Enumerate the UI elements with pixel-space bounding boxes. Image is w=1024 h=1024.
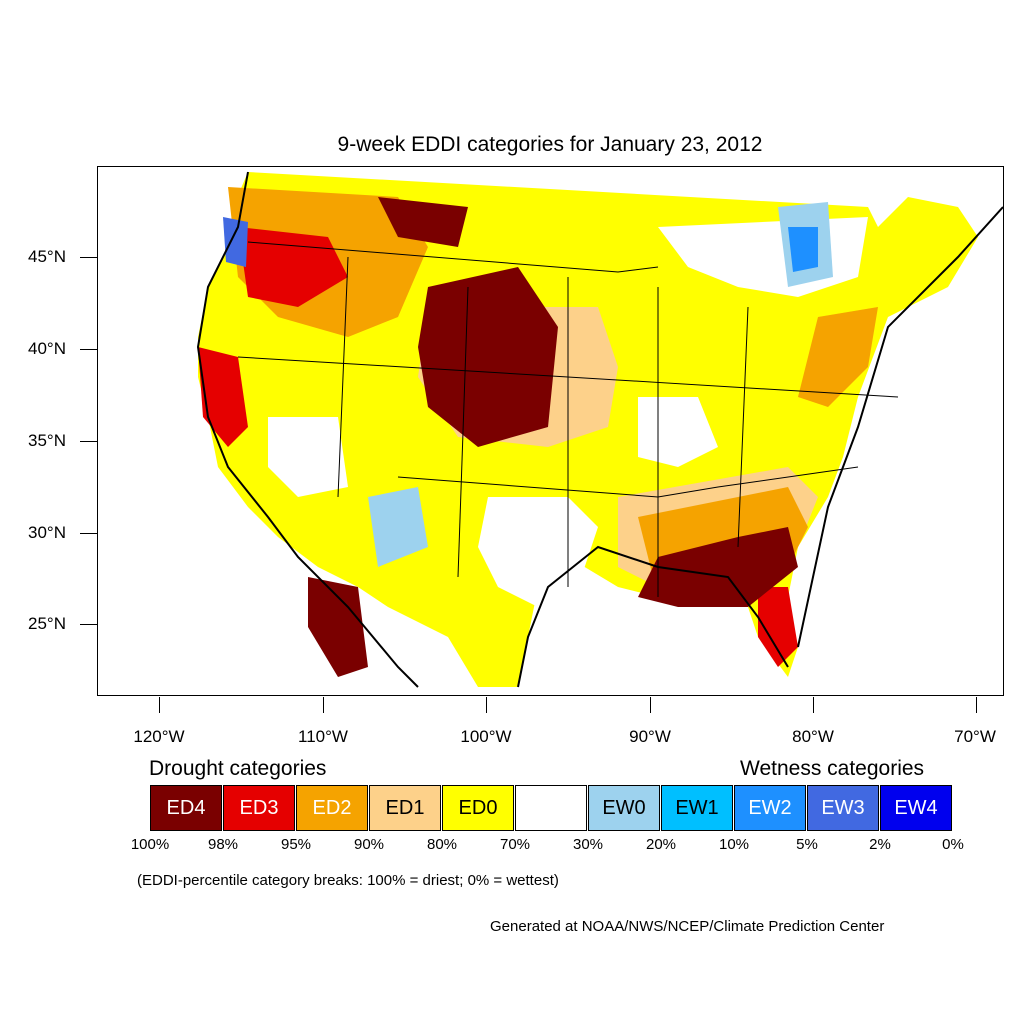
lon-label-80: 80°W	[792, 727, 834, 746]
legend-break-label: 70%	[499, 836, 531, 853]
white-area-west	[268, 417, 348, 497]
boundary-lines	[237, 241, 899, 597]
ed2-region-east	[798, 307, 878, 407]
lat-tick-35	[80, 441, 97, 442]
credit-line: Generated at NOAA/NWS/NCEP/Climate Predi…	[490, 918, 885, 935]
lat-label-40: 40°N	[28, 339, 66, 358]
lat-tick-45	[80, 257, 97, 258]
lon-label-70: 70°W	[954, 727, 996, 746]
legend-break-label: 100%	[130, 836, 170, 853]
lat-label-45: 45°N	[28, 247, 66, 266]
lat-label-25: 25°N	[28, 614, 66, 633]
ed4-region-southeast	[638, 527, 798, 607]
legend-break-label: 5%	[796, 836, 818, 853]
lon-tick-100	[486, 697, 487, 713]
ed4-region-mexico	[308, 577, 368, 677]
lat-tick-40	[80, 349, 97, 350]
wetness-categories-title: Wetness categories	[740, 757, 925, 780]
legend-break-label: 90%	[353, 836, 385, 853]
lat-tick-25	[80, 624, 97, 625]
legend-swatch-ew4: EW4	[880, 785, 952, 831]
legend-swatch-ew3: EW3	[807, 785, 879, 831]
map-panel	[97, 166, 1004, 696]
legend-swatch-normal	[515, 785, 587, 831]
lon-tick-110	[323, 697, 324, 713]
ed3-region-northwest	[238, 227, 348, 307]
legend-break-label: 10%	[718, 836, 750, 853]
category-note: (EDDI-percentile category breaks: 100% =…	[137, 872, 559, 889]
ew1-region-ontario	[788, 227, 818, 272]
ed4-region-central	[418, 267, 558, 447]
legend-swatch-ed3: ED3	[223, 785, 295, 831]
ed3-region-florida	[758, 587, 798, 667]
legend-break-label: 80%	[426, 836, 458, 853]
legend-swatch-ed0: ED0	[442, 785, 514, 831]
lon-label-120: 120°W	[133, 727, 185, 746]
legend-break-label: 30%	[572, 836, 604, 853]
drought-categories-title: Drought categories	[149, 757, 327, 780]
legend-swatch-ew1: EW1	[661, 785, 733, 831]
eddi-map	[196, 171, 1003, 688]
coastline	[196, 171, 1003, 688]
lon-tick-90	[650, 697, 651, 713]
lon-tick-120	[159, 697, 160, 713]
map-title: 9-week EDDI categories for January 23, 2…	[337, 133, 763, 156]
legend-break-label: 20%	[645, 836, 677, 853]
legend-swatch-ed2: ED2	[296, 785, 368, 831]
ew-region-washington	[223, 217, 248, 267]
legend-break-label: 95%	[280, 836, 312, 853]
ed4-region-north	[378, 197, 468, 247]
lon-tick-80	[813, 697, 814, 713]
legend-swatch-ed1: ED1	[369, 785, 441, 831]
legend-swatch-ew0: EW0	[588, 785, 660, 831]
legend-swatch-ew2: EW2	[734, 785, 806, 831]
lon-label-90: 90°W	[629, 727, 671, 746]
legend-break-label: 2%	[869, 836, 891, 853]
legend-break-label: 0%	[942, 836, 964, 853]
lon-label-110: 110°W	[298, 727, 348, 746]
lat-tick-30	[80, 533, 97, 534]
legend-break-label: 98%	[207, 836, 239, 853]
lon-tick-70	[976, 697, 977, 713]
lat-label-30: 30°N	[28, 523, 66, 542]
legend-swatch-ed4: ED4	[150, 785, 222, 831]
ew-region-southwest	[368, 487, 428, 567]
lon-label-100: 100°W	[460, 727, 512, 746]
lat-label-35: 35°N	[28, 431, 66, 450]
